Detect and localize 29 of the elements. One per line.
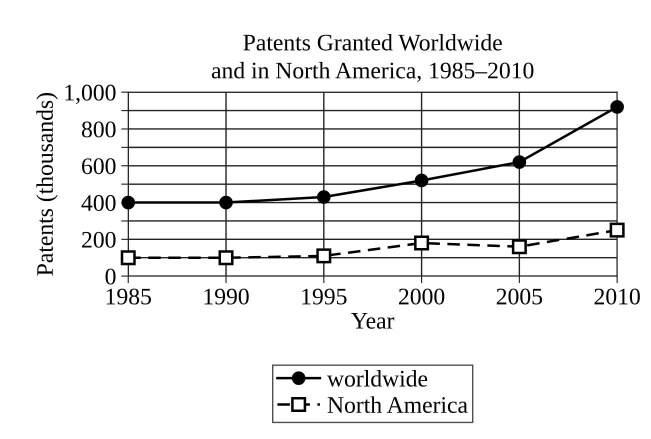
y-tick-label: 1,000 <box>65 84 116 104</box>
point <box>610 100 624 114</box>
y-tick-label: 0 <box>106 268 116 285</box>
legend-label: worldwide <box>327 370 428 387</box>
point <box>120 250 136 266</box>
point <box>121 196 136 210</box>
point <box>316 248 332 264</box>
y-tick-label: 200 <box>82 232 116 248</box>
point <box>218 250 234 266</box>
chart-title: Patents Granted Worldwide and in North America, 1985–2010 <box>212 34 534 82</box>
point <box>512 239 527 254</box>
point <box>610 222 625 238</box>
y-tick-label: 600 <box>82 158 116 174</box>
legend-label: North America <box>328 396 468 413</box>
y-tick-label: 400 <box>81 195 116 211</box>
point <box>512 155 526 169</box>
point <box>219 196 233 210</box>
x-tick-label: 2010 <box>594 288 640 305</box>
x-axis-title: Year <box>351 313 394 329</box>
x-tick-label: 2005 <box>496 288 542 305</box>
x-tick-label: 1995 <box>302 288 346 305</box>
x-tick-label: 1990 <box>204 288 249 305</box>
x-tick-label: 1985 <box>106 288 151 305</box>
point <box>317 190 331 204</box>
y-tick-label: 800 <box>82 121 116 138</box>
x-tick-label: 2000 <box>399 288 444 305</box>
point <box>414 236 430 251</box>
y-axis-title: Patents (thousands) <box>36 93 58 276</box>
point <box>414 174 428 188</box>
